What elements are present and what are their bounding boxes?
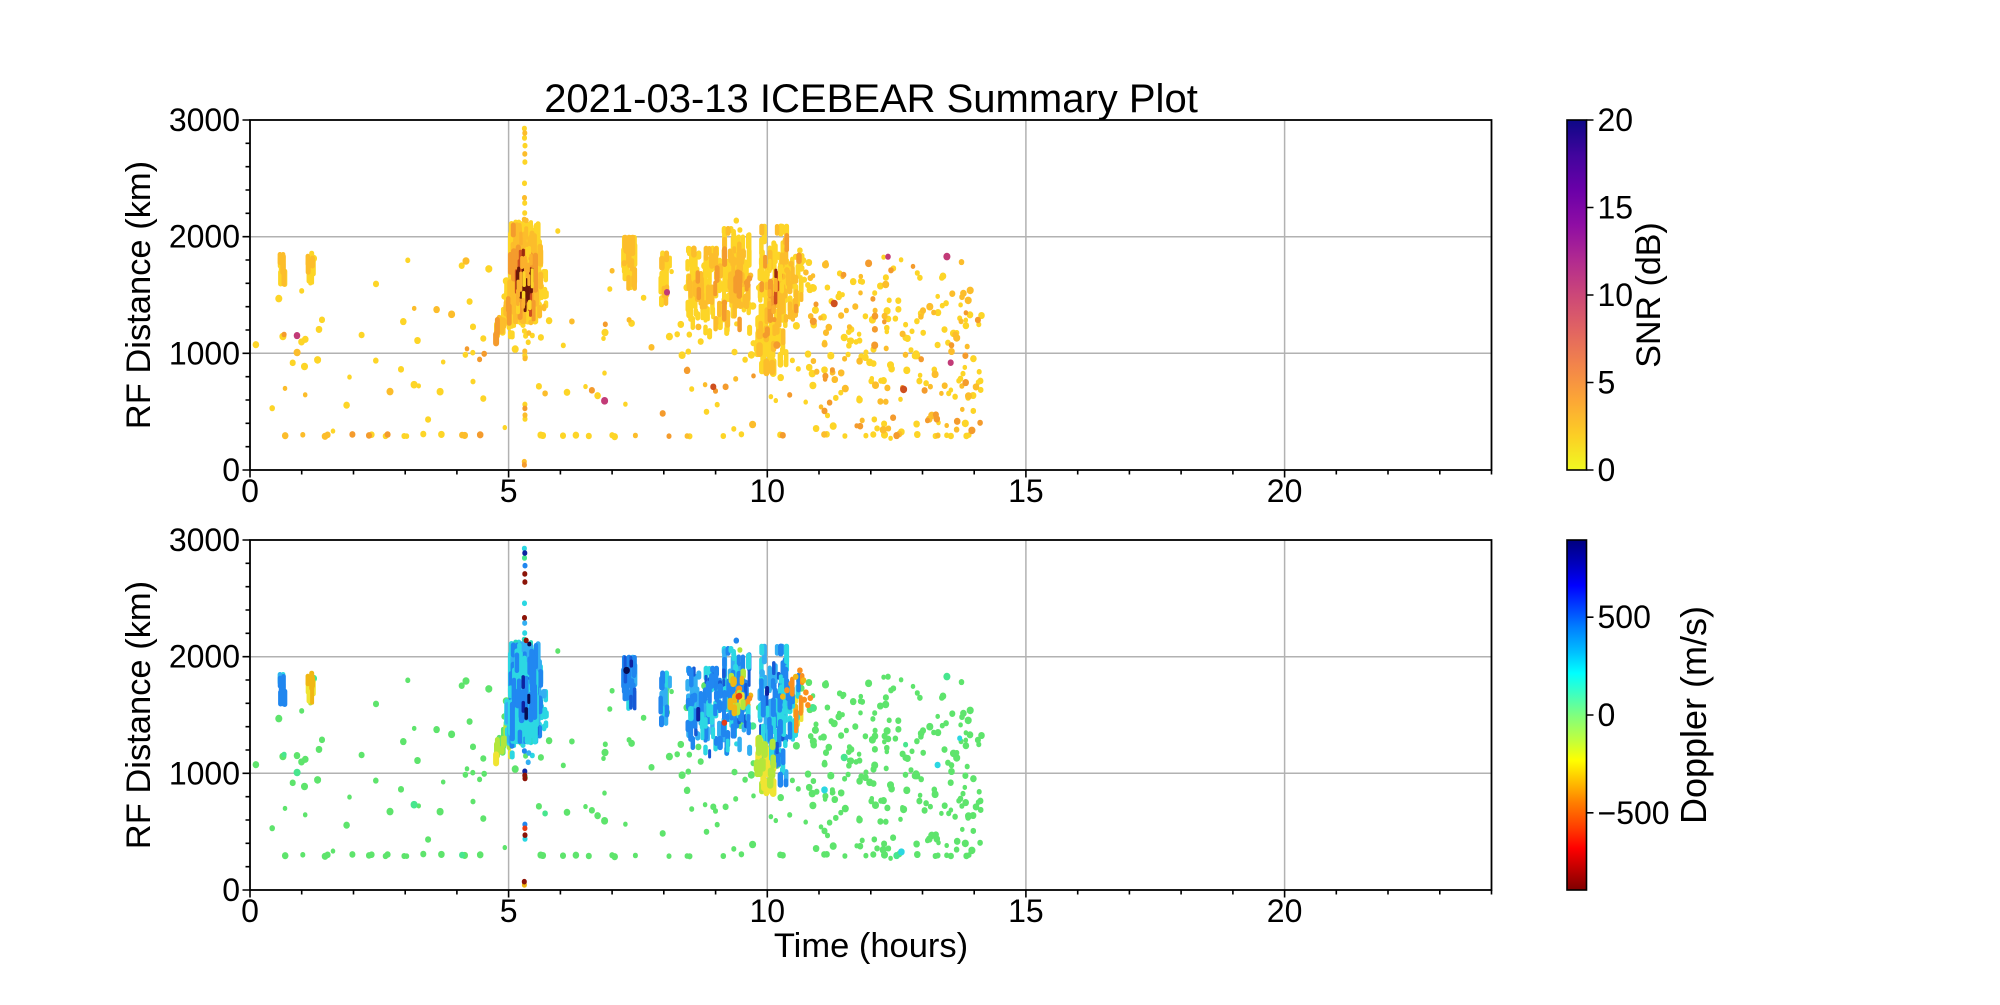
svg-text:15: 15	[1008, 473, 1044, 509]
svg-text:−500: −500	[1598, 795, 1670, 831]
svg-text:2000: 2000	[169, 639, 240, 675]
svg-text:RF Distance (km): RF Distance (km)	[120, 581, 158, 849]
svg-text:20: 20	[1267, 473, 1303, 509]
svg-text:10: 10	[750, 893, 786, 929]
svg-text:15: 15	[1008, 893, 1044, 929]
svg-text:0: 0	[1598, 452, 1616, 488]
svg-text:3000: 3000	[169, 102, 240, 138]
svg-text:Time (hours): Time (hours)	[774, 927, 968, 965]
svg-text:0: 0	[222, 872, 240, 908]
svg-text:Doppler (m/s): Doppler (m/s)	[1673, 606, 1714, 824]
svg-text:0: 0	[222, 452, 240, 488]
svg-text:0: 0	[241, 473, 259, 509]
svg-text:15: 15	[1598, 190, 1634, 226]
svg-text:RF Distance (km): RF Distance (km)	[120, 161, 158, 429]
svg-text:20: 20	[1598, 102, 1634, 138]
svg-text:1000: 1000	[169, 335, 240, 371]
svg-text:5: 5	[1598, 365, 1616, 401]
svg-text:10: 10	[1598, 277, 1634, 313]
svg-text:2021-03-13 ICEBEAR Summary Plo: 2021-03-13 ICEBEAR Summary Plot	[544, 77, 1198, 121]
svg-text:2000: 2000	[169, 219, 240, 255]
svg-text:500: 500	[1598, 599, 1651, 635]
svg-text:SNR (dB): SNR (dB)	[1630, 222, 1668, 367]
svg-text:0: 0	[1598, 697, 1616, 733]
svg-text:3000: 3000	[169, 522, 240, 558]
svg-text:20: 20	[1267, 893, 1303, 929]
svg-text:5: 5	[500, 893, 518, 929]
svg-text:0: 0	[241, 893, 259, 929]
svg-text:5: 5	[500, 473, 518, 509]
svg-text:1000: 1000	[169, 755, 240, 791]
svg-text:10: 10	[750, 473, 786, 509]
